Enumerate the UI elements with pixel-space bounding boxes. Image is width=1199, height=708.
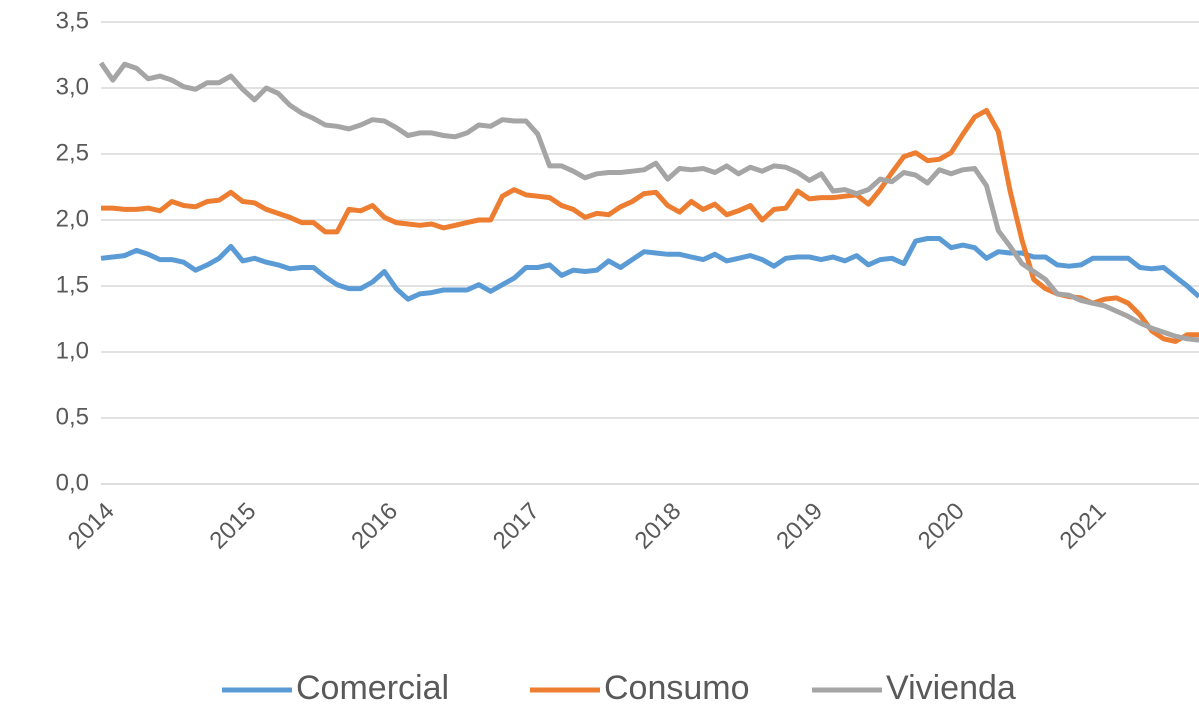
y-tick-label: 0,0 xyxy=(56,469,89,496)
x-tick-label: 2014 xyxy=(63,498,120,555)
x-tick-label: 2015 xyxy=(205,498,262,555)
x-tick-label: 2019 xyxy=(771,498,828,555)
y-tick-label: 1,0 xyxy=(56,337,89,364)
legend-label: Comercial xyxy=(296,669,449,707)
series-line xyxy=(100,236,1199,302)
legend-label: Consumo xyxy=(604,669,750,707)
legend-label: Vivienda xyxy=(886,669,1016,707)
y-tick-label: 0,5 xyxy=(56,403,89,430)
x-tick-label: 2021 xyxy=(1055,498,1112,555)
x-tick-label: 2017 xyxy=(488,498,545,555)
x-tick-label: 2016 xyxy=(346,498,403,555)
x-tick-label: 2018 xyxy=(630,498,687,555)
y-tick-label: 2,5 xyxy=(56,139,89,166)
y-tick-label: 3,5 xyxy=(56,7,89,34)
y-tick-label: 2,0 xyxy=(56,205,89,232)
x-tick-label: 2020 xyxy=(913,498,970,555)
y-tick-label: 1,5 xyxy=(56,271,89,298)
series-line xyxy=(98,61,1199,343)
y-tick-label: 3,0 xyxy=(56,73,89,100)
series-line xyxy=(101,107,1199,344)
